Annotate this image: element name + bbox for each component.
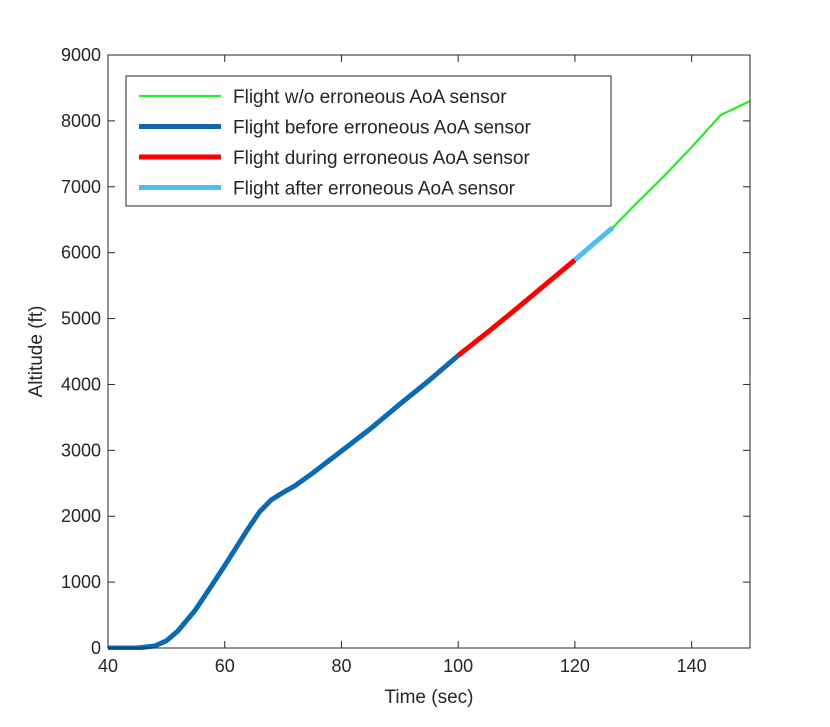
series-line-1 [612,100,751,229]
legend-box [125,75,612,207]
x-tick-label: 120 [560,656,590,676]
y-tick-label: 0 [91,638,101,658]
x-axis-label: Time (sec) [384,687,473,708]
legend-entry-2: Flight before erroneous AoA sensor [233,118,532,139]
series-line-2 [108,353,460,650]
y-tick-label: 2000 [61,506,101,526]
series-layer [108,100,751,650]
y-tick-label: 1000 [61,572,101,592]
legend-entry-1: Flight w/o erroneous AoA sensor [233,87,507,108]
x-tick-label: 140 [677,656,707,676]
legend: Flight w/o erroneous AoA sensor Flight be… [125,75,612,207]
y-tick-label: 9000 [61,45,101,65]
y-axis-label: Altitude (ft) [26,306,47,398]
series-line-3 [456,257,577,358]
x-tick-label: 40 [98,656,118,676]
legend-entry-3: Flight during erroneous AoA sensor [233,148,530,169]
y-tick-label: 7000 [61,177,101,197]
axes-box [107,54,751,649]
y-tick-label: 8000 [61,111,101,131]
axes [107,54,751,649]
x-tick-label: 80 [331,656,351,676]
series-line-4 [573,225,615,262]
y-tick-label: 4000 [61,374,101,394]
y-tick-label: 5000 [61,309,101,329]
x-tick-label: 100 [443,656,473,676]
y-tick-labels: 0 1000 2000 3000 4000 5000 6000 7000 8000 9000 [61,45,101,658]
x-tick-labels: 40 60 80 100 120 140 [98,656,707,676]
x-tick-label: 60 [215,656,235,676]
legend-entry-4: Flight after erroneous AoA sensor [233,179,516,200]
y-tick-label: 3000 [61,440,101,460]
y-tick-label: 6000 [61,243,101,263]
